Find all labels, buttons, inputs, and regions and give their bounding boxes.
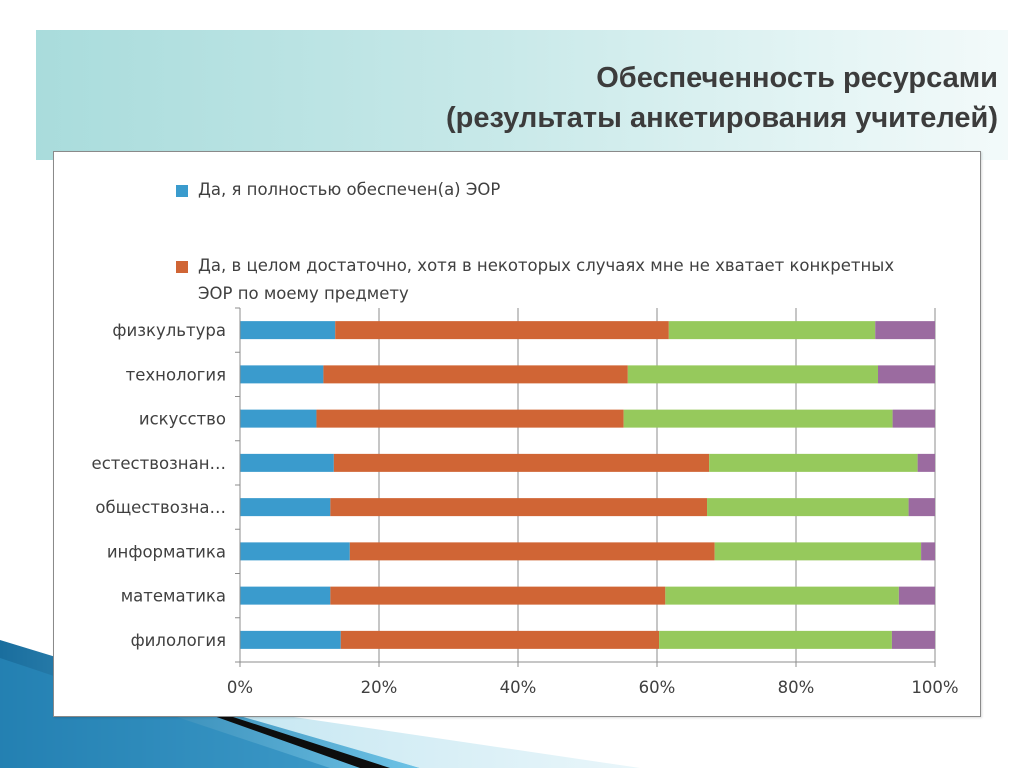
x-tick-label-2: 40%	[500, 678, 537, 697]
bar-4-6	[898, 586, 935, 605]
bar-2-4	[330, 498, 708, 517]
bar-1-4	[240, 498, 331, 517]
slide-title: Обеспеченность ресурсами (результаты анк…	[446, 58, 998, 138]
grid-layer	[239, 308, 936, 662]
bar-2-0	[335, 321, 669, 340]
category-label-4: обществозна…	[95, 498, 226, 517]
bar-3-2	[623, 409, 893, 428]
title-line-1: Обеспеченность ресурсами	[596, 62, 998, 94]
bar-3-7	[659, 630, 892, 649]
bar-2-7	[340, 630, 660, 649]
x-tick-label-1: 20%	[361, 678, 398, 697]
bar-2-5	[349, 542, 715, 561]
bar-1-6	[240, 586, 331, 605]
category-label-6: математика	[121, 587, 226, 606]
bar-2-3	[333, 453, 710, 472]
bar-2-6	[330, 586, 666, 605]
legend-item-series-2: Да, в целом достаточно, хотя в некоторых…	[176, 252, 916, 308]
bar-1-2	[240, 409, 317, 428]
bar-3-1	[627, 365, 879, 384]
bar-3-5	[714, 542, 922, 561]
legend-swatch-series-1	[176, 185, 188, 197]
bar-3-4	[707, 498, 909, 517]
bar-1-1	[240, 365, 324, 384]
legend-label-series-2: Да, в целом достаточно, хотя в некоторых…	[198, 256, 895, 303]
title-line-2: (результаты анкетирования учителей)	[445, 102, 998, 134]
category-label-2: искусство	[139, 410, 226, 429]
x-tick-label-3: 60%	[639, 678, 676, 697]
bar-4-7	[891, 630, 935, 649]
bar-4-5	[921, 542, 935, 561]
category-label-7: филология	[131, 631, 226, 650]
bar-4-4	[908, 498, 935, 517]
bar-3-0	[668, 321, 876, 340]
bar-1-0	[240, 321, 336, 340]
legend-item-series-1: Да, я полностью обеспечен(а) ЭОР	[176, 176, 916, 204]
category-label-1: технология	[126, 365, 226, 384]
bar-4-0	[875, 321, 935, 340]
x-tick-label-0: 0%	[227, 678, 253, 697]
bar-4-3	[917, 453, 935, 472]
bar-2-2	[316, 409, 624, 428]
bar-3-3	[709, 453, 918, 472]
category-label-0: физкультура	[112, 321, 226, 340]
category-label-3: естествознан…	[92, 454, 226, 473]
legend-swatch-series-2	[176, 261, 188, 273]
bars-layer	[240, 321, 935, 649]
legend-label-series-1: Да, я полностью обеспечен(а) ЭОР	[198, 180, 501, 199]
bar-3-6	[665, 586, 899, 605]
bar-4-2	[892, 409, 935, 428]
title-band	[36, 30, 1008, 160]
stacked-bar-chart: 0% 20% 40% 60% 80% 100% физкультура технология и…	[92, 307, 959, 697]
bar-1-5	[240, 542, 350, 561]
axis-layer: 0% 20% 40% 60% 80% 100% физкультура технология и…	[92, 307, 959, 697]
category-label-5: информатика	[107, 542, 226, 561]
bar-2-1	[323, 365, 628, 384]
bar-4-1	[878, 365, 935, 384]
legend: Да, я полностью обеспечен(а) ЭОР Да, в ц…	[176, 176, 916, 308]
chart-container: 0% 20% 40% 60% 80% 100% физкультура технология и…	[53, 151, 981, 717]
bar-1-7	[240, 630, 341, 649]
x-tick-label-4: 80%	[778, 678, 815, 697]
x-tick-label-5: 100%	[911, 678, 958, 697]
bar-1-3	[240, 453, 334, 472]
